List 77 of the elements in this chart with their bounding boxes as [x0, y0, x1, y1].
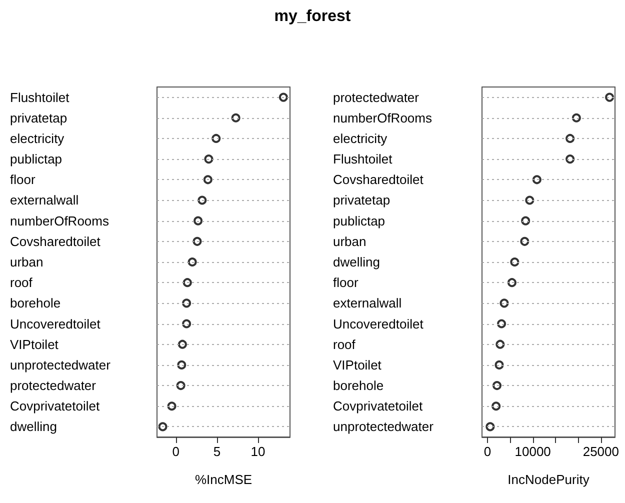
y-tick-label: privatetap [10, 110, 68, 126]
point [167, 402, 176, 411]
point [178, 340, 187, 349]
point [182, 278, 192, 288]
point [176, 381, 186, 390]
y-tick-label: roof [333, 336, 356, 352]
x-tick-label: 0 [484, 444, 492, 459]
point [510, 258, 520, 266]
y-tick-label: Covsharedtoilet [333, 172, 424, 188]
y-tick-label: urban [10, 254, 44, 270]
y-tick-label: borehole [333, 378, 384, 394]
y-tick-label: protectedwater [333, 90, 420, 105]
y-tick-label: dwelling [333, 254, 380, 270]
point [231, 113, 240, 122]
chart-title: my_forest [273, 8, 352, 26]
y-tick-label: publictap [333, 213, 386, 228]
point [278, 92, 288, 102]
point [177, 360, 186, 370]
y-tick-label: Flushtoilet [10, 90, 70, 105]
y-tick-label: Covsharedtoilet [10, 234, 101, 249]
point [521, 216, 530, 226]
x-tick-label: 25000 [582, 444, 620, 459]
point [507, 278, 516, 288]
point [198, 196, 207, 205]
y-tick-label: protectedwater [10, 378, 97, 394]
y-tick-label: roof [10, 275, 33, 290]
y-tick-label: externalwall [10, 192, 79, 208]
point [203, 175, 212, 184]
x-axis-title: IncNodePurity [508, 472, 590, 487]
y-tick-label: Covprivatetoilet [333, 398, 423, 414]
y-tick-label: numberOfRooms [10, 213, 110, 228]
point [182, 319, 192, 328]
point [212, 134, 221, 143]
point [566, 154, 575, 164]
point [188, 258, 197, 266]
point [486, 422, 495, 432]
y-tick-label: borehole [10, 296, 61, 311]
y-tick-label: dwelling [10, 419, 57, 434]
point [494, 360, 504, 370]
point [520, 236, 530, 246]
y-tick-label: Uncoveredtoilet [10, 316, 101, 332]
point [182, 298, 192, 308]
y-tick-label: publictap [10, 152, 62, 167]
y-tick-label: numberOfRooms [333, 110, 432, 126]
y-tick-label: unprotectedwater [10, 357, 112, 372]
y-tick-label: electricity [333, 130, 388, 146]
y-tick-label: urban [333, 234, 366, 249]
point [194, 216, 203, 226]
point [492, 381, 502, 390]
y-tick-label: externalwall [333, 296, 402, 311]
y-tick-label: VIPtoilet [10, 336, 59, 352]
x-tick-label: 0 [172, 444, 180, 459]
y-tick-label: Covprivatetoilet [10, 398, 100, 414]
point [500, 298, 509, 308]
point [158, 422, 168, 432]
y-tick-label: privatetap [333, 192, 390, 208]
x-tick-label: 10 [250, 444, 266, 459]
y-tick-label: Flushtoilet [333, 152, 393, 167]
y-tick-label: unprotectedwater [333, 419, 434, 434]
point [572, 113, 581, 122]
point [496, 340, 505, 349]
x-axis-title: %IncMSE [194, 472, 252, 487]
x-tick-label: 10000 [514, 444, 551, 459]
point [525, 196, 534, 205]
point [566, 134, 575, 143]
point [192, 236, 202, 246]
point [497, 319, 506, 328]
x-tick-label: 5 [213, 444, 221, 459]
y-tick-label: VIPtoilet [333, 357, 382, 372]
y-tick-label: Uncoveredtoilet [333, 316, 424, 332]
y-tick-label: electricity [10, 130, 65, 146]
y-tick-label: floor [333, 275, 359, 290]
point [532, 175, 542, 184]
y-tick-label: floor [10, 172, 36, 188]
point [492, 402, 501, 411]
point [605, 92, 614, 102]
point [204, 154, 214, 164]
